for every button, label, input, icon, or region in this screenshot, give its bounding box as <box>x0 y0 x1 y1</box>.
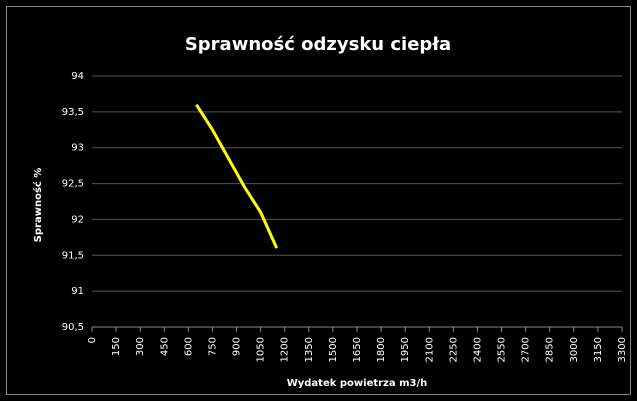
y-tick-label: 91 <box>71 286 84 297</box>
x-tick-label: 1650 <box>352 337 363 362</box>
x-axis-label: Wydatek powietrza m3/h <box>287 378 428 389</box>
x-tick-label: 3150 <box>593 337 604 362</box>
chart-title: Sprawność odzysku ciepła <box>185 34 451 55</box>
x-tick-label: 0 <box>87 337 98 343</box>
x-tick-label: 2550 <box>497 337 508 362</box>
x-tick-label: 300 <box>135 337 146 356</box>
chart-border <box>6 6 631 395</box>
x-tick-label: 900 <box>232 337 243 356</box>
data-line <box>195 103 279 249</box>
x-tick-label: 1050 <box>256 337 267 362</box>
x-tick-label: 750 <box>207 337 218 356</box>
x-tick-label: 2400 <box>472 337 483 362</box>
y-tick-label: 92 <box>71 214 84 225</box>
x-tick-label: 3300 <box>617 337 628 362</box>
y-tick-label: 91,5 <box>62 250 84 261</box>
x-tick-label: 1950 <box>400 337 411 362</box>
y-tick-label: 90,5 <box>62 322 84 333</box>
y-tick-label: 92,5 <box>62 179 84 190</box>
x-tick-label: 2100 <box>424 337 435 362</box>
x-tick-label: 2850 <box>545 337 556 362</box>
x-tick-label: 2700 <box>521 337 532 362</box>
x-tick-label: 1800 <box>376 337 387 362</box>
x-tick-label: 450 <box>159 337 170 356</box>
y-tick-label: 93,5 <box>62 107 84 118</box>
x-tick-label: 600 <box>183 337 194 356</box>
x-tick-label: 150 <box>111 337 122 356</box>
x-tick-label: 1500 <box>328 337 339 362</box>
x-tick-label: 3000 <box>569 337 580 362</box>
x-tick-label: 1350 <box>304 337 315 362</box>
x-tick-label: 1200 <box>280 337 291 362</box>
y-tick-label: 94 <box>71 71 84 82</box>
y-axis-label: Sprawność % <box>32 168 44 243</box>
y-tick-label: 93 <box>71 143 84 154</box>
x-tick-label: 2250 <box>448 337 459 362</box>
